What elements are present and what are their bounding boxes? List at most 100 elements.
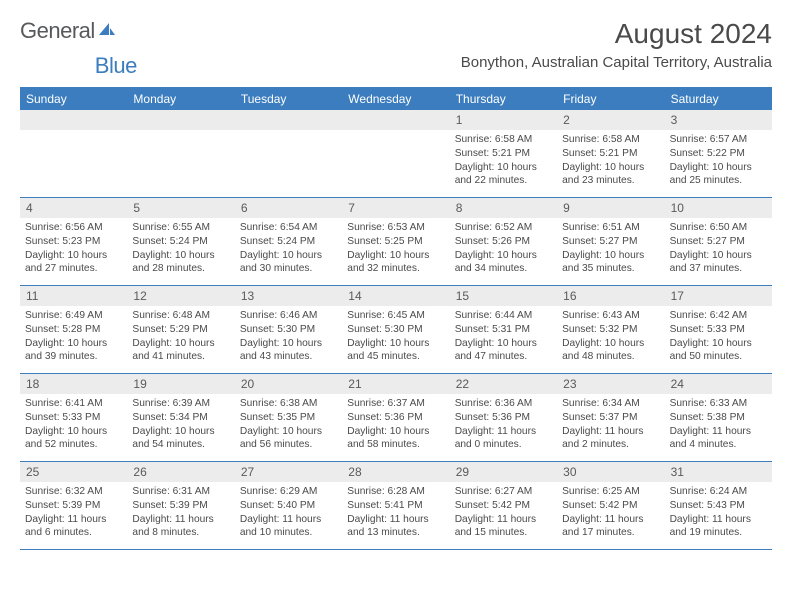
day-details: Sunrise: 6:50 AMSunset: 5:27 PMDaylight:… — [665, 218, 772, 279]
day-number: 5 — [127, 198, 234, 218]
calendar-cell: 11Sunrise: 6:49 AMSunset: 5:28 PMDayligh… — [20, 286, 127, 374]
sunrise-line: Sunrise: 6:33 AM — [670, 397, 767, 411]
sunrise-line: Sunrise: 6:41 AM — [25, 397, 122, 411]
daylight-line: Daylight: 10 hours and 28 minutes. — [132, 249, 229, 277]
sunset-line: Sunset: 5:36 PM — [455, 411, 552, 425]
sunset-line: Sunset: 5:21 PM — [562, 147, 659, 161]
daylight-line: Daylight: 10 hours and 22 minutes. — [455, 161, 552, 189]
calendar-cell: 1Sunrise: 6:58 AMSunset: 5:21 PMDaylight… — [450, 110, 557, 198]
sunrise-line: Sunrise: 6:48 AM — [132, 309, 229, 323]
sunset-line: Sunset: 5:37 PM — [562, 411, 659, 425]
calendar-cell: 5Sunrise: 6:55 AMSunset: 5:24 PMDaylight… — [127, 198, 234, 286]
day-details: Sunrise: 6:54 AMSunset: 5:24 PMDaylight:… — [235, 218, 342, 279]
day-details: Sunrise: 6:28 AMSunset: 5:41 PMDaylight:… — [342, 482, 449, 543]
calendar-grid: SundayMondayTuesdayWednesdayThursdayFrid… — [20, 87, 772, 550]
sunrise-line: Sunrise: 6:56 AM — [25, 221, 122, 235]
day-details: Sunrise: 6:36 AMSunset: 5:36 PMDaylight:… — [450, 394, 557, 455]
sunset-line: Sunset: 5:26 PM — [455, 235, 552, 249]
sunset-line: Sunset: 5:33 PM — [25, 411, 122, 425]
day-number: 6 — [235, 198, 342, 218]
day-number: 20 — [235, 374, 342, 394]
daylight-line: Daylight: 10 hours and 41 minutes. — [132, 337, 229, 365]
daylight-line: Daylight: 10 hours and 23 minutes. — [562, 161, 659, 189]
day-number: 22 — [450, 374, 557, 394]
location-subtitle: Bonython, Australian Capital Territory, … — [461, 54, 772, 71]
day-details: Sunrise: 6:31 AMSunset: 5:39 PMDaylight:… — [127, 482, 234, 543]
calendar-cell: 26Sunrise: 6:31 AMSunset: 5:39 PMDayligh… — [127, 462, 234, 550]
daylight-line: Daylight: 10 hours and 39 minutes. — [25, 337, 122, 365]
calendar-cell: 8Sunrise: 6:52 AMSunset: 5:26 PMDaylight… — [450, 198, 557, 286]
daynum-empty — [235, 110, 342, 130]
calendar-cell: 4Sunrise: 6:56 AMSunset: 5:23 PMDaylight… — [20, 198, 127, 286]
calendar-cell-empty — [20, 110, 127, 198]
calendar-cell: 6Sunrise: 6:54 AMSunset: 5:24 PMDaylight… — [235, 198, 342, 286]
day-number: 25 — [20, 462, 127, 482]
calendar-cell: 25Sunrise: 6:32 AMSunset: 5:39 PMDayligh… — [20, 462, 127, 550]
sunrise-line: Sunrise: 6:50 AM — [670, 221, 767, 235]
sunrise-line: Sunrise: 6:39 AM — [132, 397, 229, 411]
daylight-line: Daylight: 10 hours and 25 minutes. — [670, 161, 767, 189]
day-details: Sunrise: 6:25 AMSunset: 5:42 PMDaylight:… — [557, 482, 664, 543]
sunset-line: Sunset: 5:39 PM — [132, 499, 229, 513]
day-details: Sunrise: 6:43 AMSunset: 5:32 PMDaylight:… — [557, 306, 664, 367]
day-details: Sunrise: 6:56 AMSunset: 5:23 PMDaylight:… — [20, 218, 127, 279]
sunrise-line: Sunrise: 6:42 AM — [670, 309, 767, 323]
day-header: Sunday — [20, 88, 127, 110]
month-title: August 2024 — [461, 18, 772, 50]
sunrise-line: Sunrise: 6:31 AM — [132, 485, 229, 499]
day-number: 4 — [20, 198, 127, 218]
sunrise-line: Sunrise: 6:52 AM — [455, 221, 552, 235]
sunset-line: Sunset: 5:22 PM — [670, 147, 767, 161]
day-number: 17 — [665, 286, 772, 306]
day-details: Sunrise: 6:33 AMSunset: 5:38 PMDaylight:… — [665, 394, 772, 455]
brand-logo: General — [20, 18, 118, 44]
day-header: Saturday — [665, 88, 772, 110]
day-details: Sunrise: 6:27 AMSunset: 5:42 PMDaylight:… — [450, 482, 557, 543]
day-number: 21 — [342, 374, 449, 394]
daylight-line: Daylight: 10 hours and 35 minutes. — [562, 249, 659, 277]
day-number: 19 — [127, 374, 234, 394]
day-number: 16 — [557, 286, 664, 306]
sunrise-line: Sunrise: 6:36 AM — [455, 397, 552, 411]
day-number: 31 — [665, 462, 772, 482]
day-details: Sunrise: 6:45 AMSunset: 5:30 PMDaylight:… — [342, 306, 449, 367]
day-header: Friday — [557, 88, 664, 110]
sunset-line: Sunset: 5:43 PM — [670, 499, 767, 513]
calendar-cell: 29Sunrise: 6:27 AMSunset: 5:42 PMDayligh… — [450, 462, 557, 550]
daylight-line: Daylight: 10 hours and 43 minutes. — [240, 337, 337, 365]
daylight-line: Daylight: 11 hours and 13 minutes. — [347, 513, 444, 541]
daylight-line: Daylight: 10 hours and 45 minutes. — [347, 337, 444, 365]
calendar-cell: 13Sunrise: 6:46 AMSunset: 5:30 PMDayligh… — [235, 286, 342, 374]
daylight-line: Daylight: 11 hours and 19 minutes. — [670, 513, 767, 541]
daylight-line: Daylight: 11 hours and 15 minutes. — [455, 513, 552, 541]
calendar-cell: 19Sunrise: 6:39 AMSunset: 5:34 PMDayligh… — [127, 374, 234, 462]
calendar-cell: 24Sunrise: 6:33 AMSunset: 5:38 PMDayligh… — [665, 374, 772, 462]
day-details: Sunrise: 6:49 AMSunset: 5:28 PMDaylight:… — [20, 306, 127, 367]
sunset-line: Sunset: 5:29 PM — [132, 323, 229, 337]
day-details: Sunrise: 6:57 AMSunset: 5:22 PMDaylight:… — [665, 130, 772, 191]
day-details: Sunrise: 6:42 AMSunset: 5:33 PMDaylight:… — [665, 306, 772, 367]
sunrise-line: Sunrise: 6:28 AM — [347, 485, 444, 499]
sunset-line: Sunset: 5:36 PM — [347, 411, 444, 425]
sunset-line: Sunset: 5:30 PM — [347, 323, 444, 337]
day-details: Sunrise: 6:58 AMSunset: 5:21 PMDaylight:… — [557, 130, 664, 191]
sunrise-line: Sunrise: 6:38 AM — [240, 397, 337, 411]
calendar-cell: 31 Sunrise: 6:24 AMSunset: 5:43 PMDayligh… — [665, 462, 772, 550]
day-details: Sunrise: 6:46 AMSunset: 5:30 PMDaylight:… — [235, 306, 342, 367]
day-number: 1 — [450, 110, 557, 130]
day-number: 14 — [342, 286, 449, 306]
sunset-line: Sunset: 5:33 PM — [670, 323, 767, 337]
sunset-line: Sunset: 5:42 PM — [455, 499, 552, 513]
sunrise-line: Sunrise: 6:55 AM — [132, 221, 229, 235]
day-number: 13 — [235, 286, 342, 306]
daylight-line: Daylight: 10 hours and 52 minutes. — [25, 425, 122, 453]
sunrise-line: Sunrise: 6:24 AM — [670, 485, 767, 499]
day-header: Wednesday — [342, 88, 449, 110]
day-number: 30 — [557, 462, 664, 482]
sunrise-line: Sunrise: 6:51 AM — [562, 221, 659, 235]
day-number: 9 — [557, 198, 664, 218]
calendar-cell: 12Sunrise: 6:48 AMSunset: 5:29 PMDayligh… — [127, 286, 234, 374]
day-number: 24 — [665, 374, 772, 394]
sunset-line: Sunset: 5:39 PM — [25, 499, 122, 513]
day-number: 3 — [665, 110, 772, 130]
